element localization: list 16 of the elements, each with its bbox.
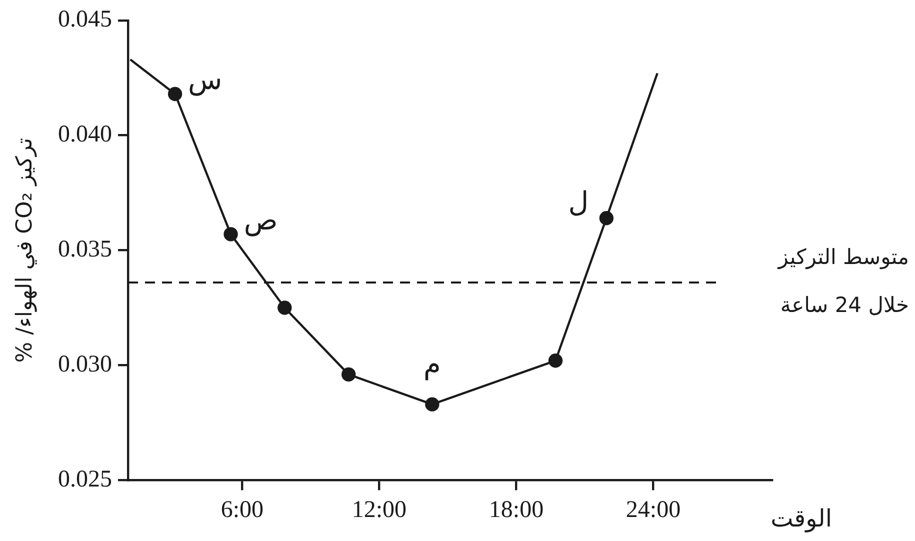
y-tick-label: 0.045 — [58, 6, 112, 33]
y-tick-label: 0.030 — [58, 352, 112, 378]
annotation: ل — [568, 185, 589, 218]
x-tick-label: 18:00 — [488, 496, 544, 523]
x-tick-label: 24:00 — [626, 496, 681, 523]
y-axis-title: تركيز CO₂ في الهواء/ % — [12, 138, 38, 363]
x-tick-label: 12:00 — [352, 496, 407, 523]
x-tick-label: 6:00 — [220, 496, 264, 523]
x-axis-title: الوقت — [770, 504, 832, 532]
annotation: س — [188, 63, 222, 96]
annotation: م — [424, 348, 441, 381]
y-tick-label: 0.025 — [58, 466, 112, 492]
annotation: ص — [244, 203, 278, 236]
y-tick-label: 0.035 — [58, 236, 112, 263]
ref-line-label: متوسط التركيز خلال 24 ساعة — [777, 244, 909, 317]
y-tick-label: 0.040 — [58, 122, 112, 148]
